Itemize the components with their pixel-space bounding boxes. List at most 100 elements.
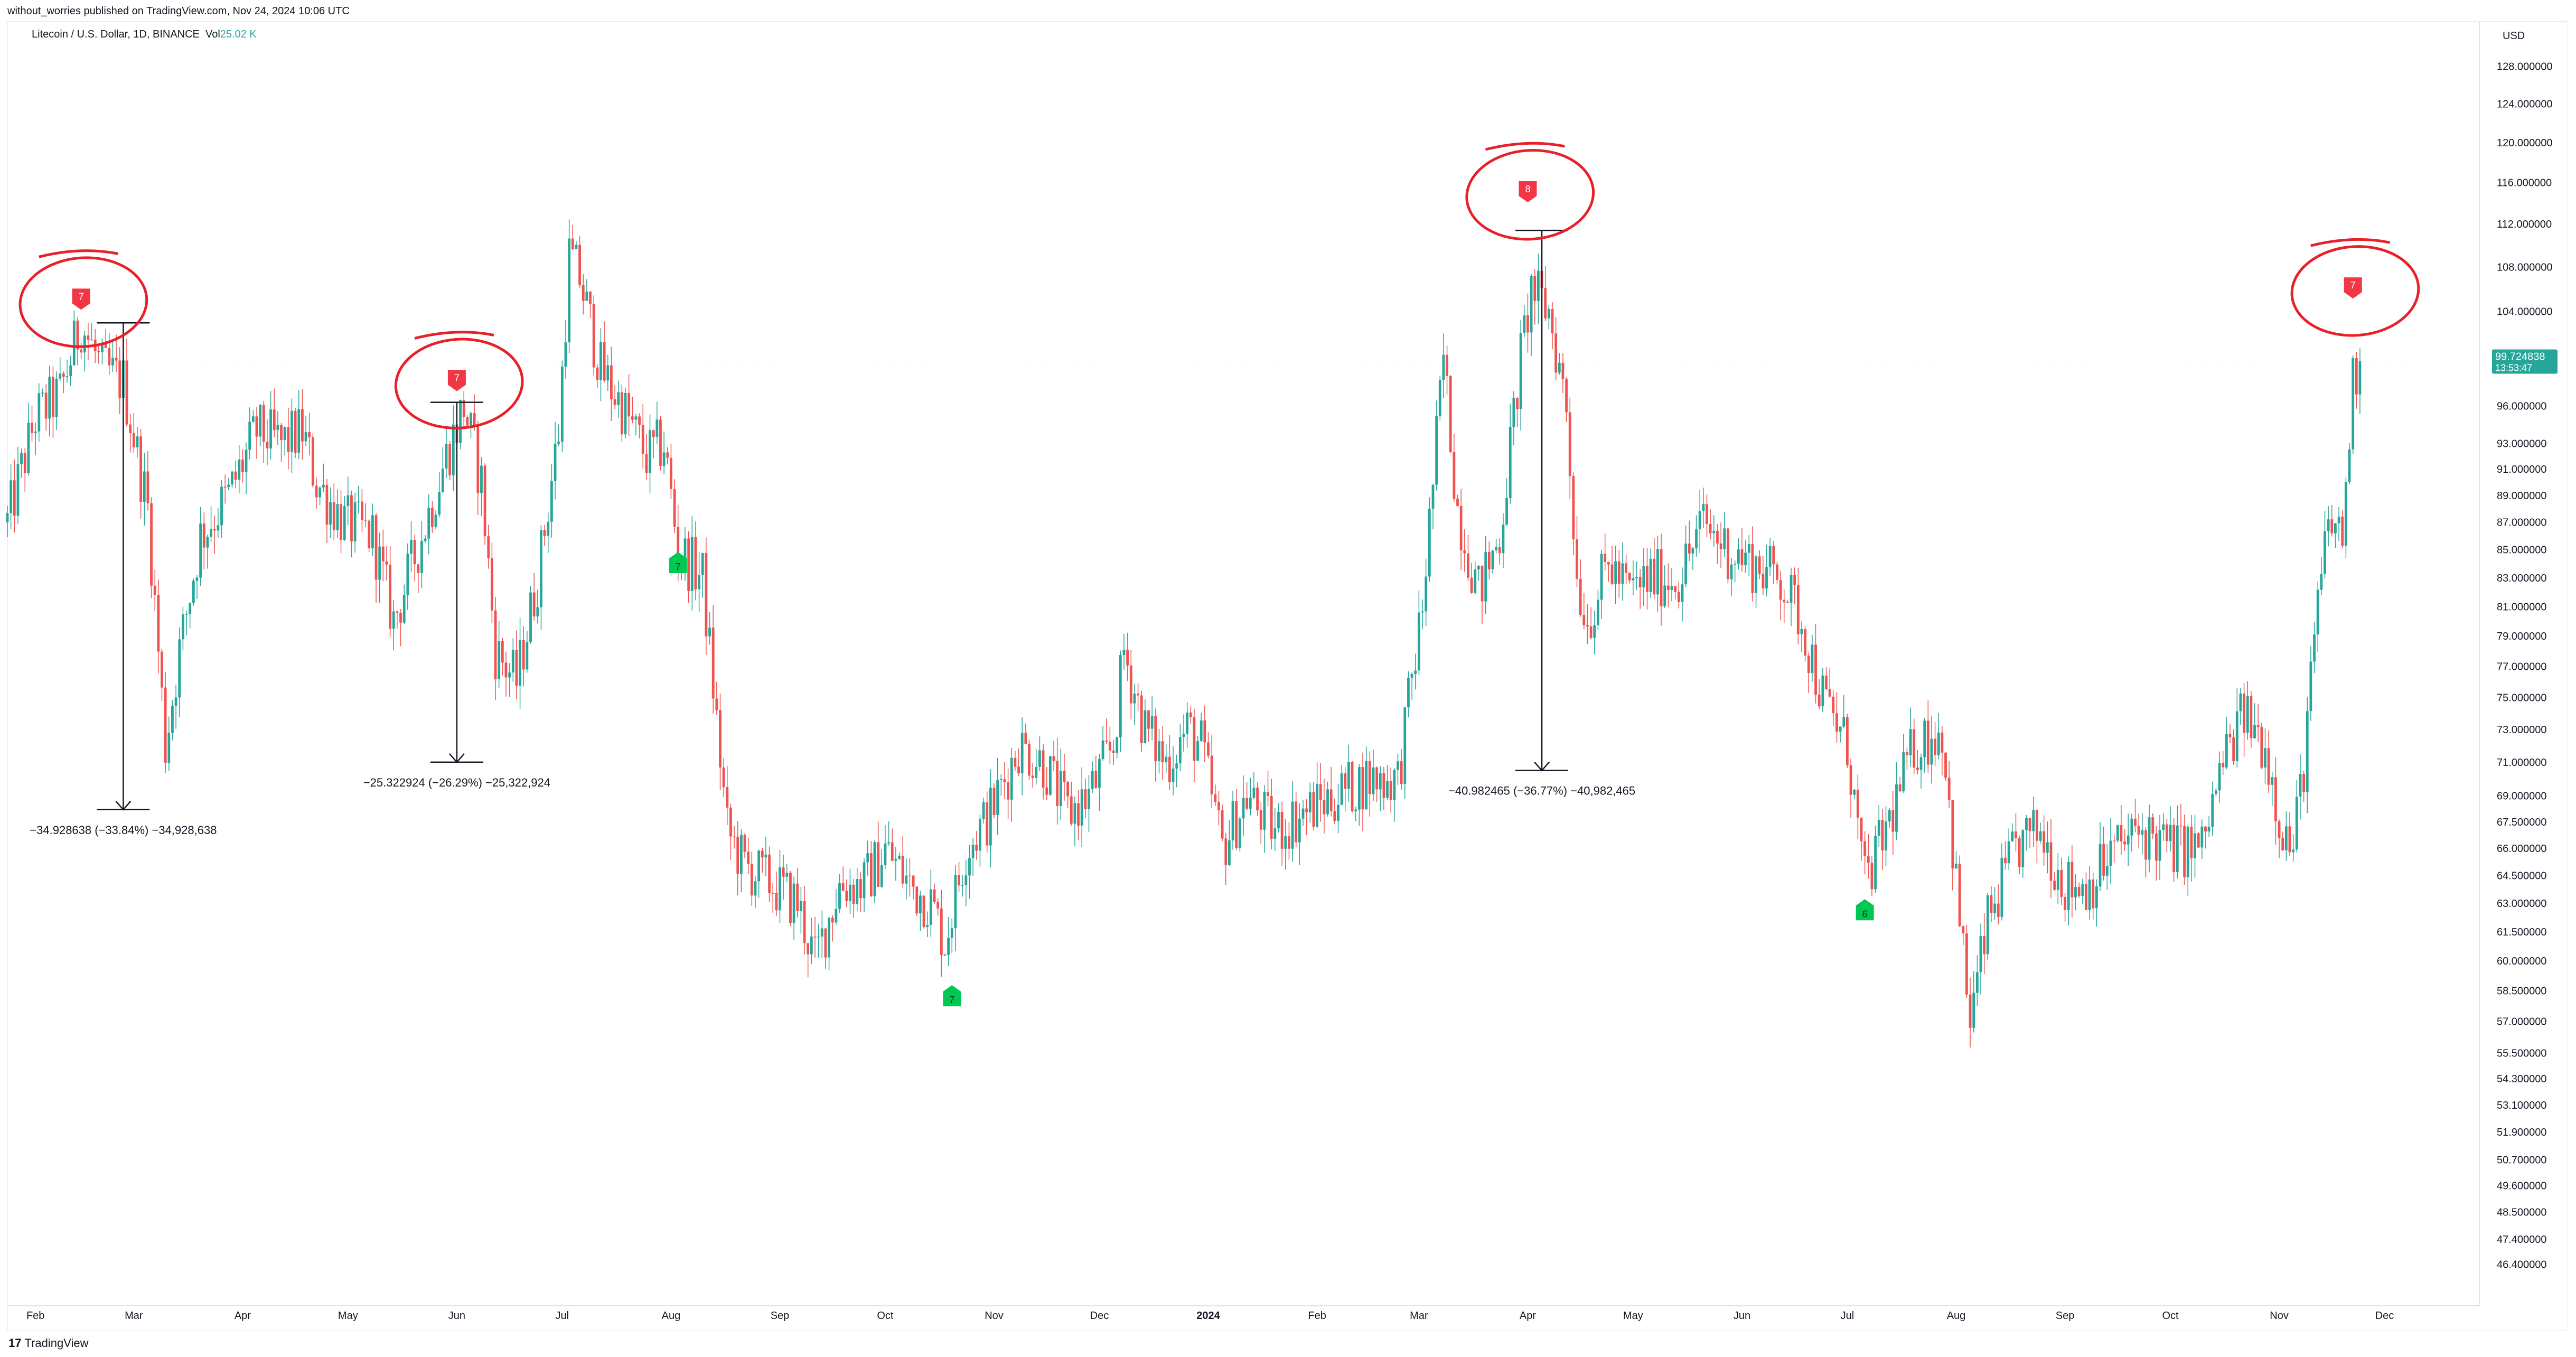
candle-body [856,879,859,904]
measure-label: −40.982465 (−36.77%) −40,982,465 [1448,784,1635,798]
candle-body [1955,864,1957,869]
candle-body [301,409,304,442]
candle-body [624,392,627,435]
candle-body [1944,752,1947,778]
candle-body [1768,546,1772,567]
candle-body [108,348,111,366]
candle-body [1031,775,1034,778]
candle-body [1635,577,1638,578]
candle-body [371,515,374,549]
candle-body [199,523,202,578]
volume-value: 25.02 K [220,29,257,40]
candle-body [859,879,862,899]
hand-drawn-circle [18,256,148,348]
candle-body [283,427,286,440]
time-tick-label: May [338,1310,358,1322]
candle-body [259,405,262,437]
drawdown-measurements[interactable]: −34.928638 (−33.84%) −34,928,638 −25.3229… [30,229,1635,837]
candle-body [1786,602,1789,603]
candle-body [251,416,255,422]
candle-body [413,539,416,565]
candle-body [2299,774,2302,797]
candle-body [729,807,732,837]
volume-label: Vol [205,29,220,40]
candle-body [171,705,174,733]
candle-body [1242,798,1245,819]
candle-body [308,432,311,437]
candle-body [1579,578,1582,615]
candle-body [143,471,146,502]
candle-body [775,893,778,911]
candle-body [87,335,90,340]
candle-body [1144,710,1147,743]
candle-body [1870,863,1874,890]
candle-body [2320,574,2323,590]
circle-overlap-stroke [2310,238,2391,247]
price-tick-label: 71.000000 [2497,757,2547,769]
candle-body [1386,781,1389,798]
candle-body [448,444,452,475]
candle-body [971,845,975,858]
hand-drawn-circle [1465,149,1595,241]
candle-body [908,875,911,877]
tradingview-brand[interactable]: 17 TradingView [8,1336,89,1350]
hand-drawn-circles [18,142,2420,429]
candle-body [1038,750,1041,767]
candle-body [540,530,542,607]
price-tick-label: 54.300000 [2497,1073,2547,1085]
candle-body [2358,361,2362,395]
candle-body [1231,801,1234,840]
candle-body [189,602,192,614]
candle-body [470,413,472,426]
candle-body [185,614,188,615]
time-tick-label: Jul [1841,1310,1854,1322]
candle-body [238,459,241,480]
candle-body [2099,844,2102,887]
candle-body [1607,562,1610,565]
candle-body [1073,803,1076,824]
candle-body [2032,810,2035,831]
candle-body [1059,771,1062,806]
candle-body [754,881,757,896]
td-sell-marker [447,370,466,391]
candle-body [526,642,529,670]
candle-body [1625,563,1628,573]
candle-body [2274,777,2277,821]
candle-body [803,901,806,943]
candle-body [364,520,367,521]
candle-body [2172,825,2176,872]
candle-body [996,780,999,815]
candle-body [97,351,100,352]
td-sell-marker [2344,277,2362,299]
candle-body [220,486,223,526]
candle-body [27,423,30,473]
price-tick-label: 81.000000 [2497,601,2547,613]
symbol-legend[interactable]: Litecoin / U.S. Dollar, 1D, BINANCE Vol2… [32,29,257,41]
candle-body [1762,574,1765,588]
circle-overlap-stroke [414,331,494,340]
price-tick-label: 57.000000 [2497,1016,2547,1028]
candle-body [1597,600,1599,625]
candle-body [1962,926,1965,934]
price-tick-label: 116.000000 [2497,177,2552,189]
chart-frame[interactable] [7,21,2568,1331]
price-tick-label: 47.400000 [2497,1234,2547,1246]
candle-body [589,291,592,304]
candle-body [1779,579,1782,600]
candle-body [708,628,711,637]
candle-body [1632,578,1635,581]
candle-body [498,641,501,679]
candle-body [2253,725,2256,738]
candle-body [31,423,33,433]
candle-body [1926,720,1929,765]
candle-body [1070,796,1073,824]
candle-body [1568,412,1571,476]
candle-body [2344,482,2347,546]
candle-body [1354,809,1357,811]
candle-body [1740,549,1744,566]
candle-body [1273,828,1277,839]
candle-body [1755,556,1757,593]
candle-body [1024,733,1027,744]
candle-body [1249,798,1252,809]
